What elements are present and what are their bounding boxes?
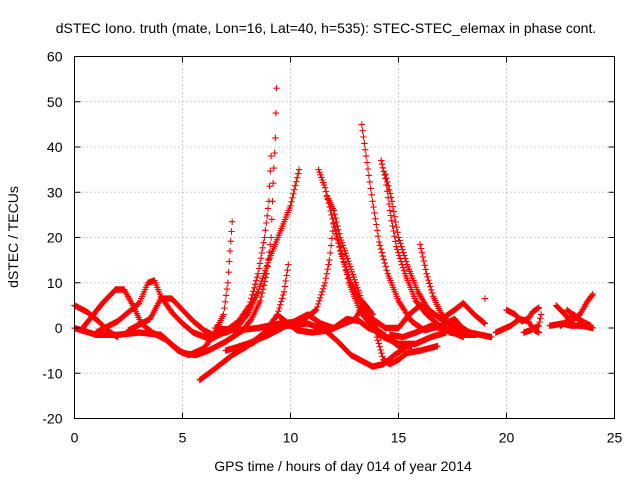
data-series-track	[395, 295, 489, 332]
data-series-track	[386, 322, 467, 341]
y-tick-label: -10	[42, 365, 62, 381]
plus-marker-trail	[395, 295, 489, 332]
y-tick-label: 50	[47, 94, 63, 110]
data-marks	[71, 85, 597, 384]
plus-marker-trail	[92, 152, 275, 343]
x-tick-label: 15	[391, 430, 407, 446]
y-tick-label: 40	[47, 139, 63, 155]
y-tick-label: -20	[42, 411, 62, 427]
data-series-track	[324, 193, 402, 332]
y-tick-label: 20	[47, 230, 63, 246]
plus-marker-trail	[386, 322, 467, 341]
y-tick-label: 10	[47, 275, 63, 291]
data-series-track	[358, 121, 471, 338]
data-series-track	[248, 320, 409, 370]
plus-marker-trail	[358, 121, 471, 338]
plus-marker-trail	[248, 320, 409, 370]
plus-marker-trail	[563, 306, 597, 332]
data-series-track	[553, 290, 597, 325]
tick-labels: 0 5 10 15 20 25 -20 -10 0 10 20 30 40 50 60	[42, 49, 622, 446]
data-series-track	[520, 311, 545, 336]
data-series-track	[125, 166, 303, 338]
x-tick-label: 5	[179, 430, 187, 446]
data-series-track	[563, 306, 597, 332]
x-tick-label: 0	[71, 430, 79, 446]
chart-title: dSTEC Iono. truth (mate, Lon=16, Lat=40,…	[56, 20, 596, 36]
grid-lines	[74, 56, 615, 419]
x-tick-label: 25	[607, 430, 623, 446]
y-tick-label: 0	[55, 320, 63, 336]
y-axis-label: dSTEC / TECUs	[5, 186, 21, 288]
x-tick-label: 10	[283, 430, 299, 446]
x-axis-label: GPS time / hours of day 014 of year 2014	[214, 458, 472, 474]
plus-marker-trail	[324, 193, 402, 332]
y-tick-label: 30	[47, 184, 63, 200]
data-series-track	[503, 304, 543, 325]
plus-marker-trail	[125, 166, 303, 338]
data-series-track	[92, 152, 275, 343]
plus-marker-trail	[553, 290, 597, 325]
plus-marker-trail	[503, 304, 543, 325]
x-tick-label: 20	[499, 430, 515, 446]
axis-ticks	[74, 56, 615, 419]
plus-marker-trail	[520, 311, 545, 336]
y-tick-label: 60	[47, 49, 63, 65]
